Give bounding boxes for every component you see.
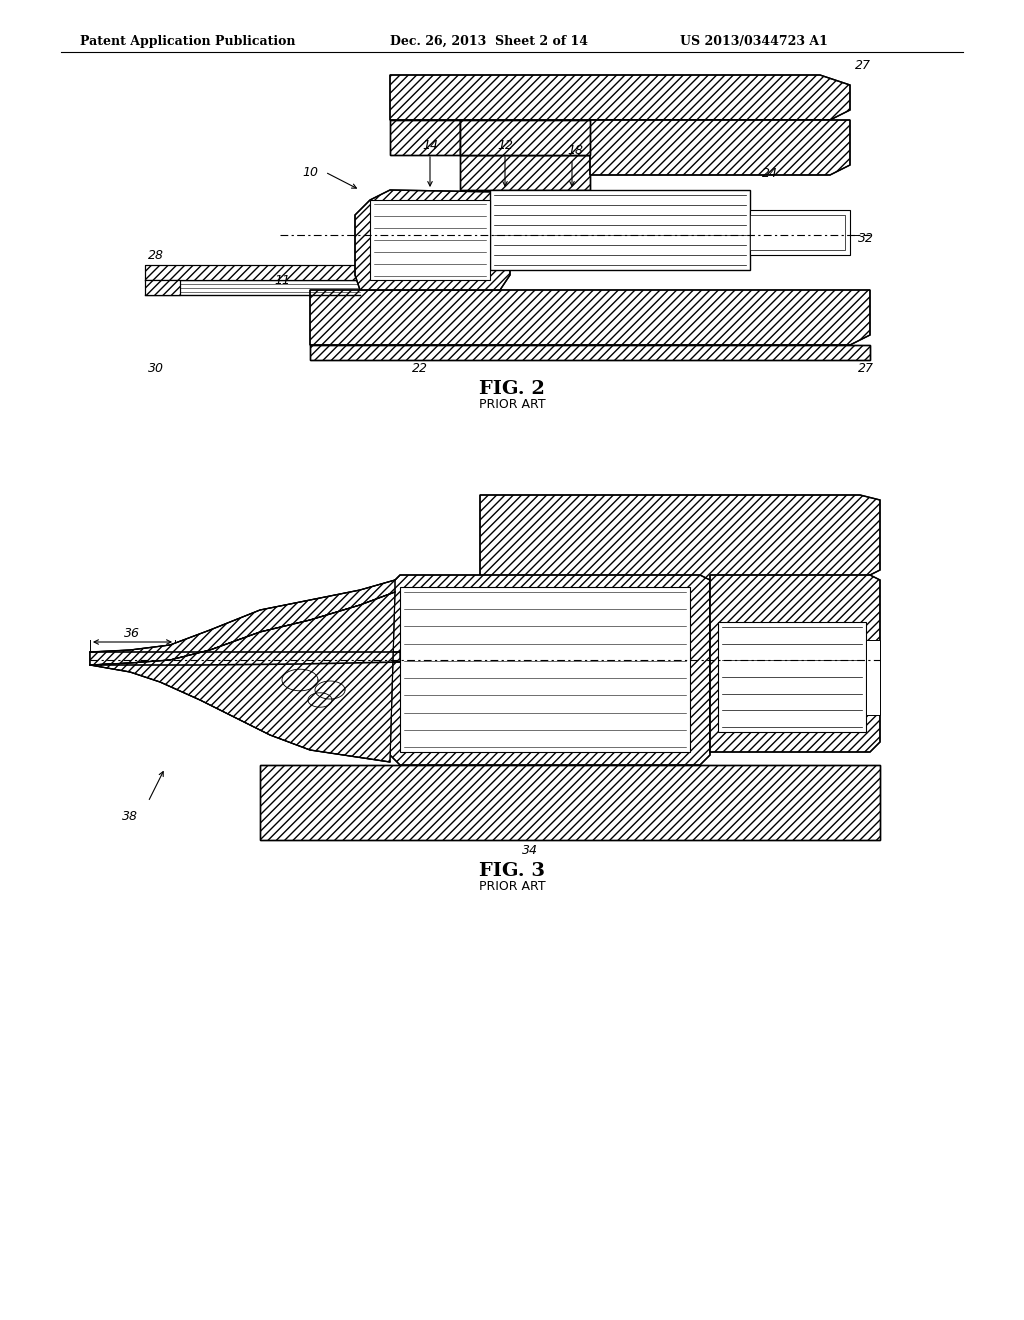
Bar xyxy=(400,587,690,752)
Text: 32: 32 xyxy=(858,231,874,244)
Polygon shape xyxy=(390,75,850,120)
Text: 27: 27 xyxy=(858,362,874,375)
Polygon shape xyxy=(480,495,880,579)
Text: 38: 38 xyxy=(122,810,138,822)
Bar xyxy=(145,280,180,294)
Bar xyxy=(145,280,180,294)
Polygon shape xyxy=(710,576,880,752)
Polygon shape xyxy=(390,120,460,154)
Text: Patent Application Publication: Patent Application Publication xyxy=(80,36,296,48)
Text: 36: 36 xyxy=(124,627,140,640)
Bar xyxy=(490,190,750,271)
Polygon shape xyxy=(460,154,590,190)
Bar xyxy=(866,640,880,715)
Polygon shape xyxy=(90,652,400,665)
Text: FIG. 3: FIG. 3 xyxy=(479,862,545,880)
Bar xyxy=(718,622,866,733)
Text: 14: 14 xyxy=(422,139,438,152)
Text: FIG. 2: FIG. 2 xyxy=(479,380,545,399)
Text: 30: 30 xyxy=(148,362,164,375)
Text: PRIOR ART: PRIOR ART xyxy=(478,880,546,894)
Polygon shape xyxy=(480,579,540,605)
Polygon shape xyxy=(310,345,870,360)
Text: 12: 12 xyxy=(497,139,513,152)
Polygon shape xyxy=(90,591,395,762)
Text: 24: 24 xyxy=(762,168,778,180)
Text: 18: 18 xyxy=(567,144,583,157)
Polygon shape xyxy=(355,190,510,290)
Polygon shape xyxy=(460,120,590,154)
Polygon shape xyxy=(260,766,880,840)
Text: 34: 34 xyxy=(522,843,538,857)
Bar xyxy=(370,201,490,280)
Text: PRIOR ART: PRIOR ART xyxy=(478,399,546,411)
Text: 28: 28 xyxy=(148,249,164,261)
Bar xyxy=(750,210,850,255)
Polygon shape xyxy=(145,265,360,280)
Text: 22: 22 xyxy=(412,362,428,375)
Polygon shape xyxy=(90,579,395,665)
Bar xyxy=(750,215,845,249)
Text: 27: 27 xyxy=(855,59,871,73)
Text: US 2013/0344723 A1: US 2013/0344723 A1 xyxy=(680,36,827,48)
Text: Dec. 26, 2013  Sheet 2 of 14: Dec. 26, 2013 Sheet 2 of 14 xyxy=(390,36,588,48)
Polygon shape xyxy=(590,120,850,176)
Text: 11: 11 xyxy=(274,273,290,286)
Polygon shape xyxy=(310,290,870,345)
Text: 10: 10 xyxy=(302,165,318,178)
Polygon shape xyxy=(390,576,710,766)
